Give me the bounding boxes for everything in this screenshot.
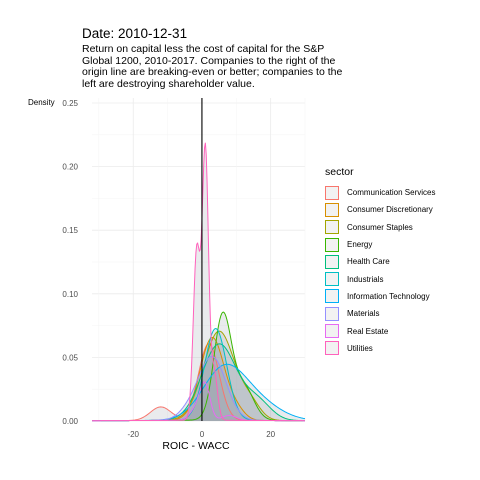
legend-label: Utilities [347,343,373,353]
chart-subtitle: Return on capital less the cost of capit… [82,43,343,90]
legend-label: Health Care [347,257,390,267]
density-area [92,364,305,421]
legend-label: Materials [347,309,380,319]
legend-item: Utilities [325,340,435,357]
density-areas [92,142,305,422]
legend-label: Consumer Staples [347,222,413,232]
density-area [92,331,305,421]
legend-swatch [325,272,339,287]
density-area [92,142,305,422]
chart-title: Date: 2010-12-31 [82,26,188,41]
legend-item: Consumer Discretionary [325,201,435,218]
legend-swatch [325,202,339,217]
x-tick-labels: -20 0 20 [127,430,275,439]
x-axis-title: ROIC - WACC [162,440,230,452]
legend-title: sector [325,166,354,178]
density-area [92,381,305,421]
density-area [92,356,305,421]
legend-item: Materials [325,305,435,322]
y-axis-title: Density [28,98,55,107]
legend-label: Energy [347,240,373,250]
legend-item: Consumer Staples [325,219,435,236]
legend-label: Consumer Discretionary [347,205,433,215]
legend-label: Information Technology [347,291,430,301]
x-tick-label: 20 [266,430,275,439]
legend-swatch [325,237,339,252]
legend-swatch [325,306,339,321]
density-area [92,337,305,421]
legend-item: Real Estate [325,322,435,339]
legend-swatch [325,289,339,304]
legend-items: Communication Services Consumer Discretio… [325,184,435,357]
legend-label: Communication Services [347,188,436,198]
legend-swatch [325,254,339,269]
legend-label: Industrials [347,274,384,284]
legend-swatch [325,341,339,356]
density-line [91,142,305,422]
legend-item: Information Technology [325,288,435,305]
y-tick-label: 0.05 [62,353,78,362]
legend-item: Communication Services [325,184,435,201]
legend-item: Health Care [325,253,435,270]
x-tick-label: -20 [127,430,139,439]
legend-swatch [325,324,339,339]
y-tick-label: 0.25 [62,99,78,108]
y-tick-label: 0.15 [62,226,78,235]
legend-item: Energy [325,236,435,253]
y-tick-labels: 0.00 0.05 0.10 0.15 0.20 0.25 [62,99,78,426]
density-lines [91,142,306,422]
legend-swatch [325,220,339,235]
legend-item: Industrials [325,270,435,287]
density-area [92,328,305,421]
y-tick-label: 0.20 [62,163,78,172]
legend-swatch [325,185,339,200]
y-tick-label: 0.00 [62,417,78,426]
legend: sector Communication Services Consumer Di… [325,166,435,357]
legend-label: Real Estate [347,326,389,336]
x-tick-label: 0 [200,430,205,439]
y-tick-label: 0.10 [62,290,78,299]
density-area [92,343,305,421]
